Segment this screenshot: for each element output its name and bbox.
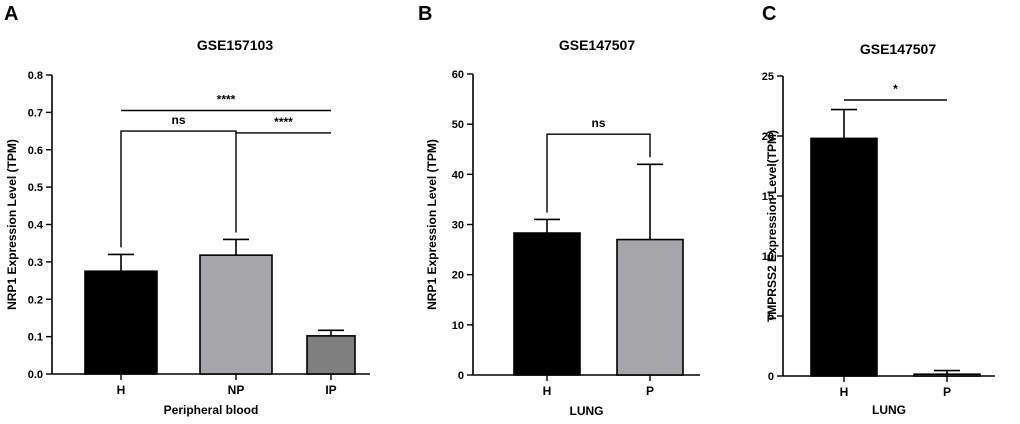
significance-bracket <box>120 130 237 248</box>
y-tick-label: 20 <box>762 131 774 143</box>
bar-np <box>199 254 273 375</box>
y-tick-label: 0.2 <box>28 294 43 306</box>
significance-label: ns <box>591 116 605 130</box>
y-axis-label: TMPRSS2 Expression Level(TPM) <box>765 130 779 322</box>
x-tick-label: NP <box>228 383 245 397</box>
y-axis-label: NRP1 Expression Level (TPM) <box>425 139 439 310</box>
significance-label: ns <box>171 113 185 127</box>
chart-panel-a: A GSE157103 0.0 0.1 0.2 0.3 0.4 0.5 0.6 0.7 0.8 H NP… <box>4 3 370 417</box>
bar-p <box>616 238 684 376</box>
bar-h <box>84 270 158 375</box>
y-tick-label: 0.3 <box>28 257 43 269</box>
y-tick-label: 0.4 <box>28 220 44 232</box>
x-tick-label: H <box>840 385 849 399</box>
x-tick-label: P <box>943 385 951 399</box>
significance-label: * <box>893 82 898 96</box>
y-tick-label: 20 <box>452 270 464 282</box>
y-tick-label: 0 <box>768 371 774 383</box>
y-tick-label: 10 <box>452 320 464 332</box>
x-axis-label: LUNG <box>570 404 604 418</box>
x-axis-label: Peripheral blood <box>164 403 259 417</box>
chart-panel-c: C GSE147507 0 5 10 15 20 25 H P * LUNG TMPRSS2 Expre… <box>762 3 995 417</box>
y-tick-label: 50 <box>452 119 464 131</box>
bar-h <box>810 137 878 377</box>
chart-title: GSE147507 <box>860 41 936 57</box>
panel-letter: C <box>762 3 776 25</box>
y-tick-label: 0.8 <box>28 70 43 82</box>
x-axis-label: LUNG <box>872 403 906 417</box>
x-tick-label: P <box>646 384 654 398</box>
x-tick-label: H <box>543 384 552 398</box>
y-tick-label: 30 <box>452 220 464 232</box>
y-tick-label: 10 <box>762 251 774 263</box>
chart-title: GSE157103 <box>197 37 273 53</box>
significance-label: **** <box>217 93 236 107</box>
y-tick-label: 5 <box>768 311 774 323</box>
y-tick-label: 0.5 <box>28 182 43 194</box>
x-tick-label: H <box>117 383 126 397</box>
y-tick-label: 25 <box>762 71 774 83</box>
chart-panel-b: B GSE147507 0 10 20 30 40 50 60 H Pns LUNG NRP1 Expr… <box>418 3 700 418</box>
bar-h <box>513 232 581 376</box>
y-axis-label: NRP1 Expression Level (TPM) <box>5 139 19 310</box>
y-tick-label: 0.1 <box>28 332 43 344</box>
bar-p <box>913 373 981 377</box>
y-tick-label: 0.0 <box>28 369 43 381</box>
panel-letter: B <box>418 3 432 25</box>
y-tick-label: 40 <box>452 169 464 181</box>
chart-title: GSE147507 <box>559 37 635 53</box>
y-tick-label: 0.7 <box>28 107 43 119</box>
y-tick-label: 15 <box>762 191 774 203</box>
y-tick-label: 0.6 <box>28 145 43 157</box>
significance-bracket <box>546 133 651 213</box>
x-tick-label: IP <box>325 383 336 397</box>
y-tick-label: 60 <box>452 69 464 81</box>
significance-label: **** <box>274 115 293 129</box>
bar-ip <box>306 335 356 375</box>
panel-letter: A <box>4 3 18 25</box>
y-tick-label: 0 <box>458 370 464 382</box>
